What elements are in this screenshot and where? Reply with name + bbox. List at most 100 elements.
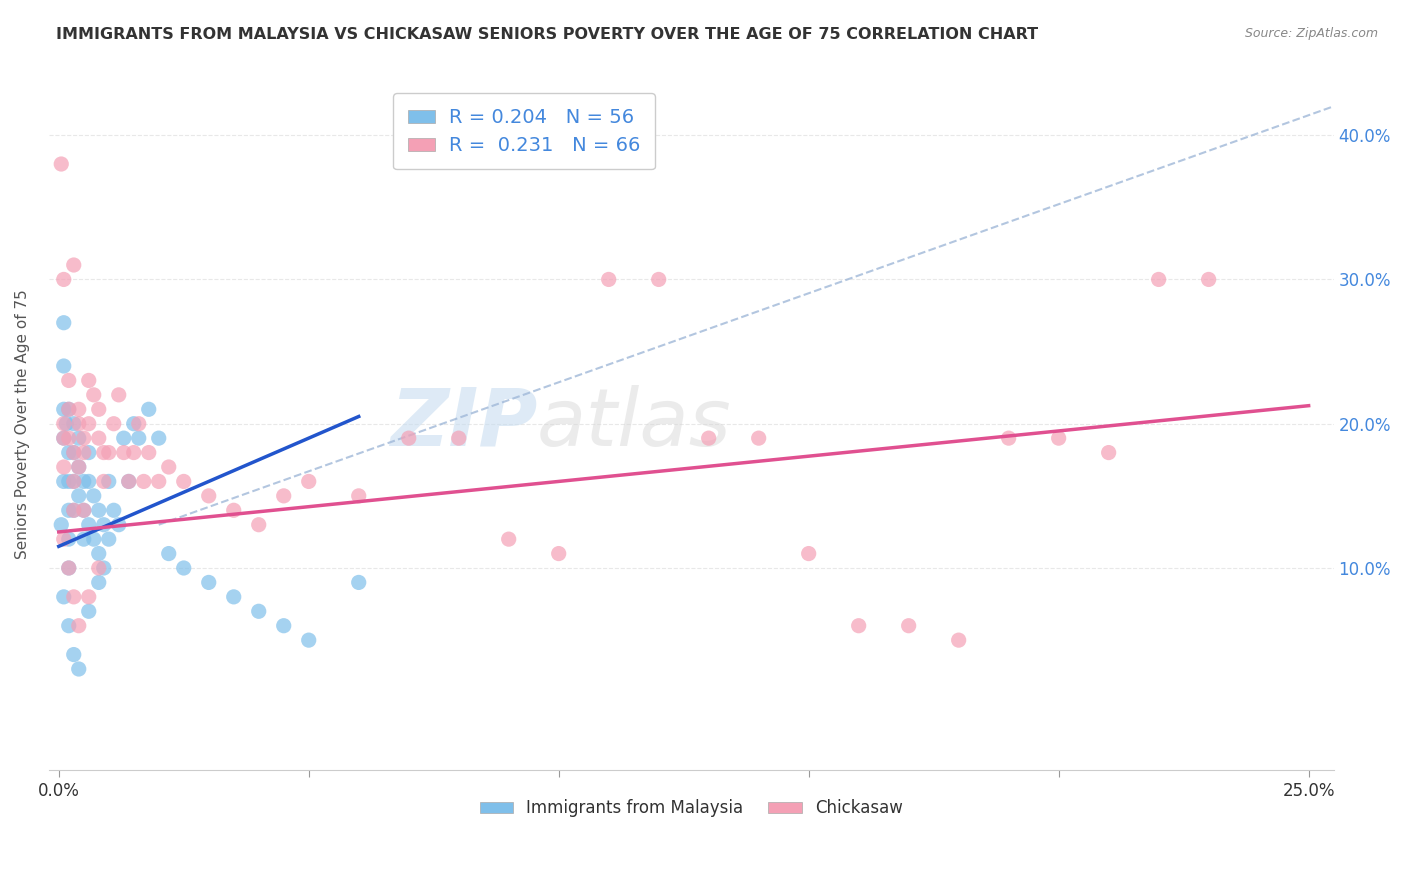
Point [1047, 431, 1070, 445]
Text: atlas: atlas [537, 384, 731, 463]
Point [138, 445, 160, 459]
Point [73, 532, 96, 546]
Point [77, 517, 100, 532]
Point [197, 575, 219, 590]
Point [62, 445, 84, 459]
Point [157, 547, 180, 561]
Point [347, 489, 370, 503]
Point [83, 388, 105, 402]
Point [73, 445, 96, 459]
Point [173, 561, 195, 575]
Y-axis label: Seniors Poverty Over the Age of 75: Seniors Poverty Over the Age of 75 [15, 289, 30, 558]
Point [897, 618, 920, 632]
Point [67, 431, 90, 445]
Point [93, 475, 115, 489]
Point [77, 445, 100, 459]
Point [148, 431, 170, 445]
Point [51, 517, 73, 532]
Point [97, 532, 120, 546]
Text: IMMIGRANTS FROM MALAYSIA VS CHICKASAW SENIORS POVERTY OVER THE AGE OF 75 CORRELA: IMMIGRANTS FROM MALAYSIA VS CHICKASAW SE… [56, 27, 1039, 42]
Point [62, 258, 84, 272]
Point [52, 402, 75, 417]
Point [58, 561, 80, 575]
Point [748, 431, 770, 445]
Point [55, 417, 77, 431]
Point [58, 373, 80, 387]
Point [148, 475, 170, 489]
Point [122, 417, 145, 431]
Point [128, 417, 150, 431]
Point [58, 561, 80, 575]
Point [62, 445, 84, 459]
Point [52, 272, 75, 286]
Point [128, 431, 150, 445]
Point [77, 604, 100, 618]
Point [52, 359, 75, 373]
Point [697, 431, 720, 445]
Point [93, 517, 115, 532]
Point [52, 475, 75, 489]
Point [87, 431, 110, 445]
Point [1198, 272, 1220, 286]
Point [157, 460, 180, 475]
Point [52, 532, 75, 546]
Point [122, 445, 145, 459]
Point [112, 431, 135, 445]
Point [62, 590, 84, 604]
Legend: Immigrants from Malaysia, Chickasaw: Immigrants from Malaysia, Chickasaw [472, 793, 910, 824]
Point [52, 316, 75, 330]
Point [107, 388, 129, 402]
Point [77, 475, 100, 489]
Point [62, 475, 84, 489]
Point [62, 503, 84, 517]
Point [73, 503, 96, 517]
Point [52, 431, 75, 445]
Point [67, 402, 90, 417]
Point [77, 590, 100, 604]
Point [93, 445, 115, 459]
Point [173, 475, 195, 489]
Point [58, 532, 80, 546]
Point [447, 431, 470, 445]
Point [73, 503, 96, 517]
Point [67, 662, 90, 676]
Text: ZIP: ZIP [389, 384, 537, 463]
Point [222, 503, 245, 517]
Point [222, 590, 245, 604]
Point [62, 475, 84, 489]
Point [52, 431, 75, 445]
Point [73, 431, 96, 445]
Point [58, 475, 80, 489]
Point [87, 402, 110, 417]
Point [67, 489, 90, 503]
Point [58, 402, 80, 417]
Point [93, 561, 115, 575]
Point [997, 431, 1019, 445]
Point [848, 618, 870, 632]
Point [273, 489, 295, 503]
Point [58, 503, 80, 517]
Point [247, 517, 270, 532]
Point [87, 547, 110, 561]
Point [52, 460, 75, 475]
Point [67, 618, 90, 632]
Point [77, 373, 100, 387]
Point [118, 475, 141, 489]
Point [97, 445, 120, 459]
Point [1147, 272, 1170, 286]
Point [347, 575, 370, 590]
Point [67, 460, 90, 475]
Point [58, 431, 80, 445]
Point [273, 618, 295, 632]
Point [398, 431, 420, 445]
Point [51, 157, 73, 171]
Point [52, 417, 75, 431]
Point [498, 532, 520, 546]
Point [62, 417, 84, 431]
Point [298, 475, 321, 489]
Point [797, 547, 820, 561]
Point [73, 475, 96, 489]
Point [598, 272, 620, 286]
Point [647, 272, 669, 286]
Point [52, 590, 75, 604]
